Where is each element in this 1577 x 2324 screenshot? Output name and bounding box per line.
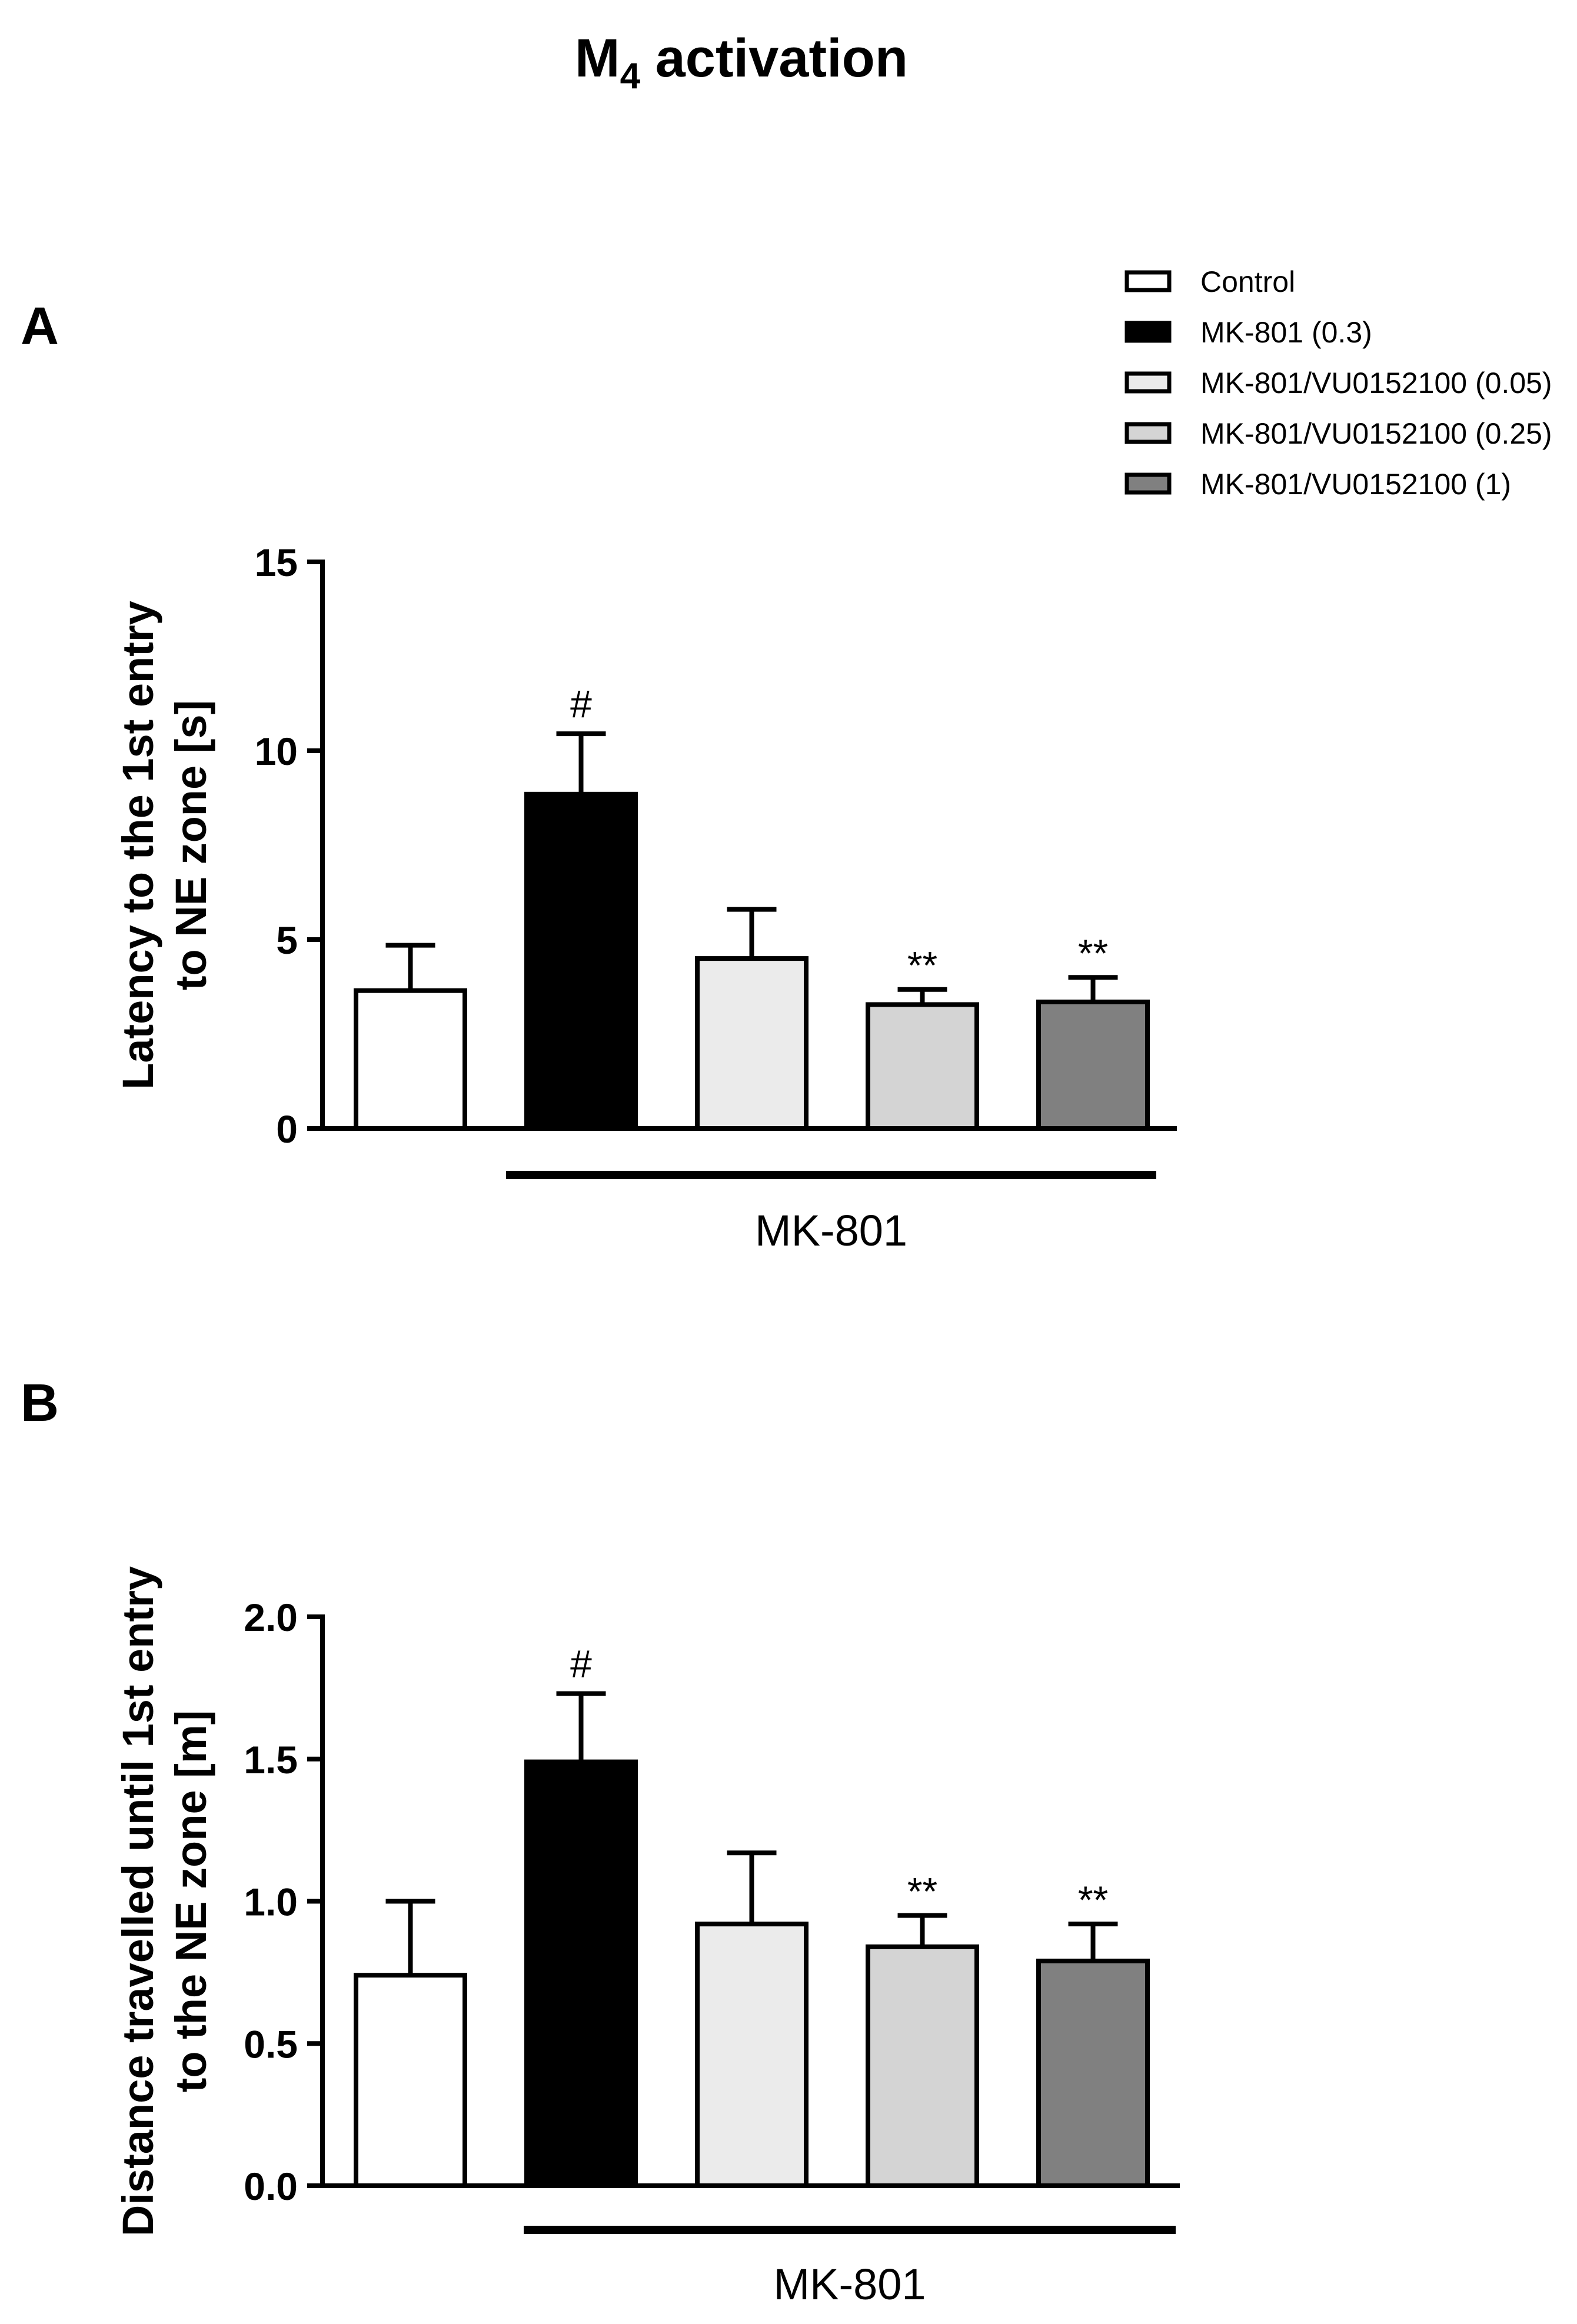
y-tick-label: 2.0 [244,1596,298,1639]
panel-label-b: B [21,1374,59,1433]
legend: Control MK-801 (0.3) MK-801/VU0152100 (0.0… [1124,265,1552,501]
bar [866,1002,979,1131]
y-axis-label-line: Latency to the 1st entry [114,601,162,1090]
legend-swatch [1124,371,1172,394]
bar [695,956,809,1131]
y-tick-label: 5 [276,918,298,962]
legend-swatch [1124,270,1172,292]
significance-marker: ** [907,1870,937,1913]
legend-label: MK-801/VU0152100 (0.05) [1200,367,1552,399]
bar [524,1759,638,2188]
y-axis-label-line: to NE zone [s] [167,700,215,990]
bar [354,1973,467,2188]
bar [1036,999,1150,1131]
bar [524,791,638,1131]
panel-a: 0 5 10 15 Latency to the 1st entryto NE zone… [114,541,1177,1255]
y-tick-label: 10 [255,730,298,773]
significance-marker: ** [1078,1878,1108,1922]
significance-marker: # [570,1642,592,1686]
legend-label: MK-801 (0.3) [1200,316,1372,349]
panel-label-a: A [21,297,59,356]
significance-marker: ** [1078,931,1108,975]
figure-title: M4 activation [575,28,908,96]
legend-label: Control [1200,265,1295,298]
y-axis-label-line: Distance travelled until 1st entry [114,1566,162,2236]
significance-marker: # [570,682,592,725]
y-tick-label: 0 [276,1107,298,1151]
bar [1036,1959,1150,2188]
legend-label: MK-801/VU0152100 (1) [1200,468,1511,501]
bar [354,988,467,1131]
bar [866,1944,979,2189]
legend-swatch [1124,422,1172,444]
y-tick-label: 15 [255,541,298,584]
legend-swatch [1124,472,1172,495]
bar [695,1922,809,2188]
group-label: MK-801 [773,2260,926,2309]
y-tick-label: 0.0 [244,2165,298,2208]
panel-b: 0.0 0.5 1.0 1.5 2.0 Distance travelled until … [114,1566,1180,2309]
significance-marker: ** [907,944,937,987]
y-axis-label-line: to the NE zone [m] [167,1710,215,2093]
title-rest: activation [640,28,908,88]
y-axis-label: Latency to the 1st entryto NE zone [s] [114,601,215,1090]
y-tick-label: 1.0 [244,1880,298,1924]
y-tick-label: 1.5 [244,1738,298,1782]
group-label: MK-801 [755,1206,907,1255]
legend-label: MK-801/VU0152100 (0.25) [1200,417,1552,450]
y-axis-label: Distance travelled until 1st entryto the… [114,1566,215,2236]
legend-swatch [1124,321,1172,343]
y-tick-label: 0.5 [244,2022,298,2066]
title-subscript: 4 [620,56,641,96]
